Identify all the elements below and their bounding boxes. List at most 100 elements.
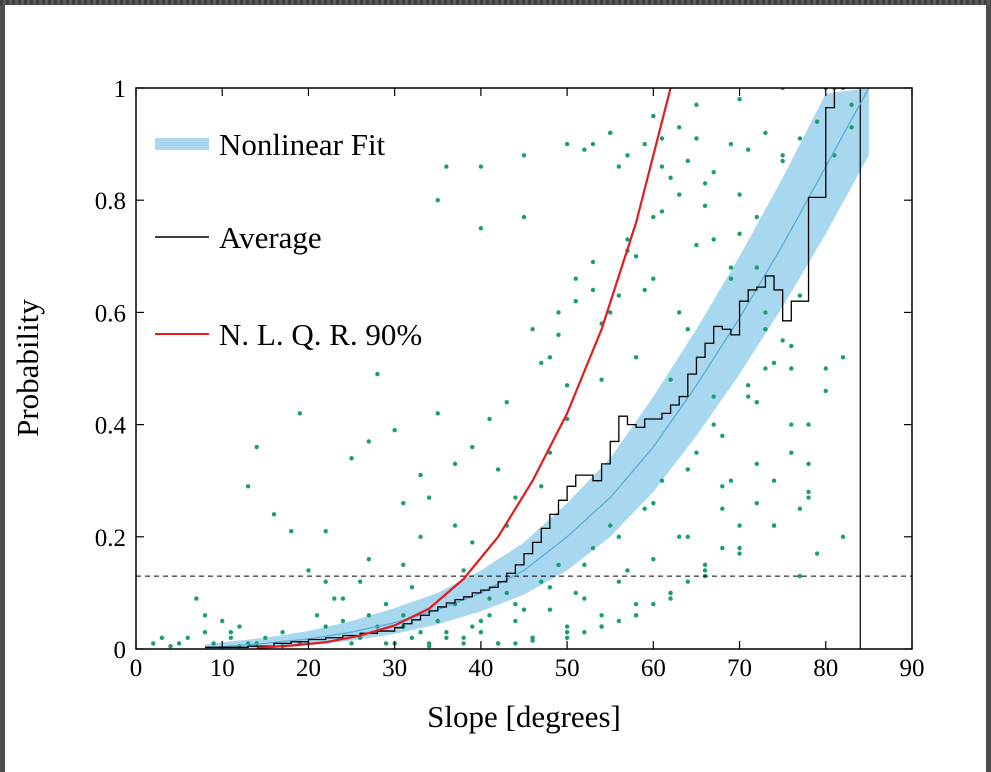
scatter-point [659, 209, 665, 214]
scatter-point [771, 478, 777, 483]
scatter-point [228, 629, 234, 635]
scatter-point [668, 590, 673, 596]
scatter-point [737, 231, 742, 237]
scatter-point [771, 360, 777, 366]
scatter-point [409, 585, 415, 590]
y-tick-label: 1 [114, 76, 127, 103]
scatter-point [289, 528, 294, 534]
scatter-point [323, 624, 328, 629]
scatter-point [849, 102, 854, 108]
scatter-point [444, 629, 449, 635]
scatter-point [340, 618, 346, 624]
scatter-point [608, 523, 613, 528]
scatter-point [651, 601, 656, 607]
scatter-point [444, 635, 449, 640]
scatter-point [314, 613, 320, 618]
scatter-point [401, 613, 406, 618]
scatter-point [702, 568, 708, 573]
scatter-point [789, 366, 794, 371]
scatter-point [599, 624, 604, 629]
scatter-point [625, 237, 630, 242]
scatter-point [151, 641, 156, 646]
x-tick-label: 0 [130, 655, 143, 682]
scatter-point [521, 607, 527, 612]
scatter-point [789, 450, 794, 455]
scatter-point [651, 557, 656, 562]
scatter-point [814, 119, 820, 124]
y-tick-label: 0 [114, 637, 127, 664]
scatter-point [625, 153, 630, 158]
scatter-point [478, 629, 484, 635]
scatter-point [487, 596, 492, 601]
scatter-point [685, 327, 691, 332]
scatter-point [720, 484, 725, 489]
scatter-point [823, 388, 828, 394]
scatter-point [797, 506, 803, 511]
scatter-point [280, 629, 285, 635]
scatter-point [711, 237, 716, 242]
scatter-point [823, 366, 828, 371]
scatter-point [797, 293, 803, 298]
scatter-point [763, 366, 768, 371]
scatter-point [745, 383, 751, 388]
reference-lines [136, 88, 912, 649]
scatter-point [573, 590, 578, 596]
scatter-point [840, 534, 846, 539]
scatter-point [513, 618, 518, 624]
window-top-border [0, 0, 991, 5]
y-axis-title: Probability [10, 299, 45, 437]
scatter-point [366, 613, 371, 618]
scatter-point [435, 411, 440, 416]
scatter-point [228, 635, 234, 640]
scatter-point [754, 214, 759, 220]
scatter-point [737, 545, 742, 551]
legend: Nonlinear Fit Average N. L. Q. R. 90% [155, 127, 422, 352]
scatter-point [564, 383, 570, 388]
scatter-point [677, 310, 682, 315]
scatter-point [616, 579, 622, 584]
scatter-point [323, 528, 328, 534]
scatter-point [478, 164, 484, 169]
scatter-point [349, 641, 354, 646]
scatter-point [642, 506, 647, 511]
scatter-point [711, 394, 716, 399]
scatter-point [556, 332, 561, 338]
scatter-point [547, 585, 553, 590]
scatter-point [487, 613, 492, 618]
scatter-point [176, 641, 182, 646]
scatter-point [418, 472, 423, 478]
scatter-point [702, 562, 708, 568]
scatter-point [547, 355, 553, 360]
scatter-point [435, 198, 440, 203]
scatter-point [659, 164, 665, 169]
scatter-point [435, 618, 440, 624]
scatter-point [340, 596, 346, 601]
scatter-point [685, 467, 691, 472]
scatter-point [582, 562, 587, 568]
scatter-point [418, 534, 423, 539]
scatter-point [711, 169, 716, 175]
scatter-point [530, 327, 535, 332]
scatter-point [168, 643, 173, 649]
scatter-point [590, 259, 596, 265]
scatter-point [763, 327, 768, 332]
scatter-point [849, 125, 854, 130]
average-step-line [204, 88, 861, 648]
scatter-point [590, 545, 596, 551]
scatter-point [754, 500, 759, 506]
scatter-point [720, 545, 725, 551]
scatter-point [573, 298, 578, 304]
scatter-point [616, 164, 622, 169]
x-tick-label: 40 [468, 655, 493, 682]
scatter-point [651, 276, 656, 281]
scatter-point [599, 613, 604, 618]
scatter-point [366, 439, 371, 444]
y-tick-labels: 0 0.2 0.4 0.6 0.8 1 [95, 76, 127, 664]
scatter-point [470, 444, 475, 450]
scatter-point [840, 355, 846, 360]
scatter-point [185, 635, 190, 640]
x-tick-label: 30 [382, 655, 407, 682]
scatter-point [547, 607, 553, 612]
scatter-point [564, 635, 570, 640]
scatter-point [495, 467, 501, 472]
